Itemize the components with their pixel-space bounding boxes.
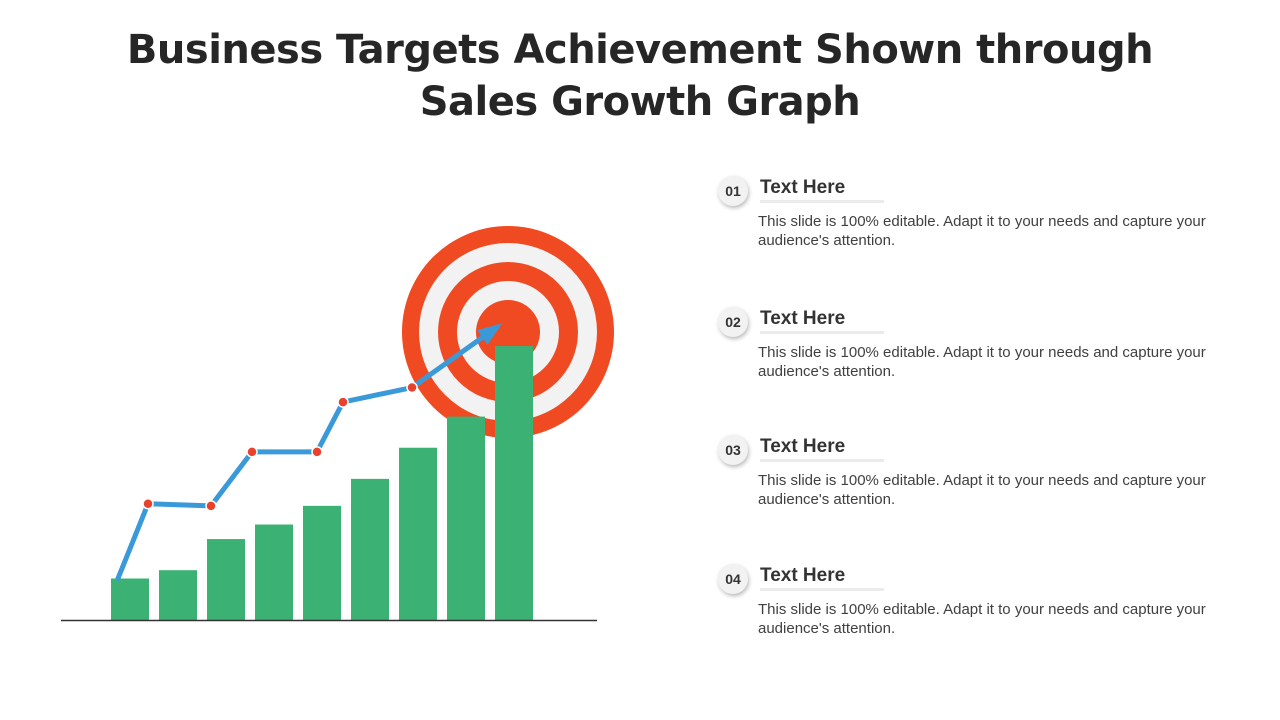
item-number-badge: 04 bbox=[718, 564, 748, 594]
item-description: This slide is 100% editable. Adapt it to… bbox=[758, 601, 1206, 637]
sales-growth-graphic bbox=[61, 226, 614, 622]
bar bbox=[159, 570, 197, 620]
bar bbox=[495, 346, 533, 620]
item-number-badge: 02 bbox=[718, 307, 748, 337]
trend-point-marker bbox=[205, 500, 217, 512]
item-description: This slide is 100% editable. Adapt it to… bbox=[758, 472, 1206, 508]
bar bbox=[303, 505, 341, 620]
bar bbox=[399, 447, 437, 620]
bar bbox=[351, 478, 389, 620]
item-title: Text Here bbox=[760, 564, 884, 591]
title-line-1: Business Targets Achievement Shown throu… bbox=[126, 27, 1154, 73]
item-title: Text Here bbox=[760, 307, 884, 334]
trend-point-marker bbox=[142, 498, 154, 510]
trend-point-marker bbox=[246, 446, 258, 458]
item-title: Text Here bbox=[760, 435, 884, 462]
growth-arrow-group bbox=[115, 323, 502, 581]
bar bbox=[111, 578, 149, 620]
item-number-badge: 03 bbox=[718, 435, 748, 465]
page-title: Business Targets Achievement Shown throu… bbox=[0, 24, 1280, 128]
arrow-head-icon bbox=[477, 323, 502, 345]
bar bbox=[255, 524, 293, 620]
bullseye-target-icon bbox=[402, 226, 614, 438]
item-description: This slide is 100% editable. Adapt it to… bbox=[758, 213, 1206, 249]
bars-group bbox=[111, 346, 533, 620]
bar bbox=[207, 539, 245, 620]
item-number-badge: 01 bbox=[718, 176, 748, 206]
trend-point-marker bbox=[311, 446, 323, 458]
item-description: This slide is 100% editable. Adapt it to… bbox=[758, 344, 1206, 380]
trend-point-marker bbox=[337, 396, 349, 408]
growth-trend-line bbox=[115, 324, 500, 581]
bar bbox=[447, 416, 485, 620]
title-line-2: Sales Growth Graph bbox=[419, 79, 861, 125]
trend-point-marker bbox=[406, 381, 418, 394]
item-title: Text Here bbox=[760, 176, 884, 203]
